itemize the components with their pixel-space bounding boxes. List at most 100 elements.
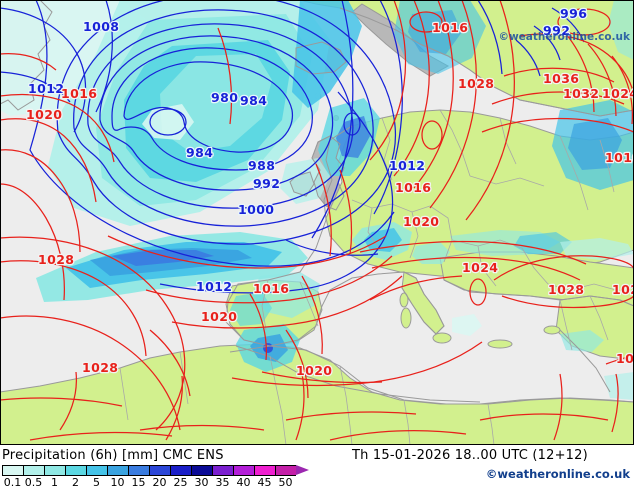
color-scale-tick-30: 30 — [194, 476, 209, 489]
isobar-label-992: 992 — [253, 176, 280, 191]
precip-iberia-west — [230, 292, 272, 326]
color-swatch-5 — [86, 465, 107, 476]
isobar-1020-scand — [393, 0, 430, 177]
isobar-label-1020: 1020 — [26, 107, 62, 122]
land-sardinia — [400, 307, 412, 329]
coast-med-north — [401, 271, 445, 335]
color-scale-tick-35: 35 — [215, 476, 230, 489]
isobar-1012-africa — [285, 411, 417, 421]
land-cyprus — [543, 325, 561, 335]
land-sicily — [432, 332, 452, 344]
isobar-italy-1 — [249, 293, 267, 361]
coast-greenland — [0, 0, 53, 111]
color-swatch-0.1 — [2, 465, 23, 476]
isobar-1008 — [95, 0, 113, 113]
isobar-label-1024: 1024 — [462, 260, 498, 275]
isobar-label-1028: 1028 — [38, 252, 74, 267]
coast-med-east — [443, 279, 634, 307]
footer: Precipitation (6h) [mm] CMC ENS Th 15-01… — [0, 445, 634, 490]
isobar-992 — [87, 23, 354, 209]
isobar-1016-iceland — [369, 0, 407, 161]
isobar-label-1020: 1020 — [201, 309, 237, 324]
isobar-1032-ru-b — [491, 91, 625, 105]
isobar-label-1028: 1028 — [458, 76, 494, 91]
color-scale-tick-5: 5 — [93, 476, 100, 489]
coast-iceland — [295, 41, 347, 75]
isobar-1000 — [56, 0, 396, 245]
isobar-988 — [99, 35, 334, 191]
isobar-label-1036: 1036 — [543, 71, 579, 86]
isobar-1032-ru — [465, 0, 515, 221]
isobar-label-1016: 1016 — [605, 150, 634, 165]
isobar-1036-ru-b — [503, 67, 615, 83]
isobar-1036-ru — [519, 33, 634, 132]
isobar-label-992: 992 — [543, 23, 570, 38]
isobar-1024-south — [0, 315, 181, 431]
isobar-label-1024: 1024 — [616, 351, 634, 366]
color-swatch-1 — [44, 465, 65, 476]
isobar-1028-closed-aegean — [469, 278, 487, 306]
isobar-980 — [123, 61, 294, 153]
isobar-996 — [73, 9, 374, 227]
isobar-low-far-ne — [477, 0, 503, 75]
isobar-1024-sahara — [369, 275, 463, 301]
isobar-label-988: 988 — [248, 158, 275, 173]
color-scale-tick-10: 10 — [110, 476, 125, 489]
isobar-1016-africa-t — [139, 424, 265, 431]
isobar-1020-sahara — [261, 371, 383, 384]
isobar-1028-europe — [493, 255, 634, 281]
color-swatch-25 — [170, 465, 191, 476]
isobar-1016-atl — [145, 255, 393, 304]
isobars-high — [0, 0, 634, 441]
color-swatch-45 — [254, 465, 275, 476]
isobar-label-1032: 1032 — [563, 86, 599, 101]
isobar-984 — [111, 47, 313, 171]
coast-norway — [339, 7, 634, 117]
isobar-1024-scand — [413, 0, 454, 189]
isobar-1028-scand — [429, 0, 477, 209]
color-scale-tick-0.5: 0.5 — [24, 476, 43, 489]
isobar-label-1012: 1012 — [28, 81, 64, 96]
isobar-africa-v3 — [295, 373, 305, 441]
precip-turkey-light — [560, 238, 634, 260]
land-crete — [487, 339, 513, 349]
color-scale-arrow — [296, 465, 309, 475]
isobar-sahara-1 — [29, 431, 173, 441]
weather-map[interactable]: 996 992 1016 1008 980 984 1012 1016 1020 984 988 99… — [0, 0, 634, 445]
isobar-africa-v5 — [611, 373, 619, 433]
color-scale-tick-50: 50 — [278, 476, 293, 489]
isobar-label-1016: 1016 — [395, 180, 431, 195]
isobar-1028-closed-europe — [421, 120, 443, 150]
coast-africa-med — [235, 345, 481, 403]
isobar-africa-v2 — [165, 375, 183, 441]
color-swatch-0.5 — [23, 465, 44, 476]
precip-aegean — [452, 314, 482, 336]
isobar-1028-ru — [481, 117, 634, 133]
isobar-label-1020: 1020 — [296, 363, 332, 378]
isobar-1004 — [29, 0, 395, 267]
isobar-label-996: 996 — [560, 6, 587, 21]
precip-arabia-light — [604, 372, 634, 400]
isobars-low — [0, 0, 585, 294]
isobar-992-scand — [533, 25, 561, 61]
isobar-1036-core — [557, 8, 611, 36]
isobar-tunisia — [301, 275, 323, 355]
color-scale-tick-20: 20 — [152, 476, 167, 489]
color-swatch-2 — [65, 465, 86, 476]
color-scale-tick-2: 2 — [72, 476, 79, 489]
isobar-1024-ru-f — [587, 43, 617, 117]
isobar-1020-iberia — [171, 275, 403, 329]
isobar-1016-africa-s — [0, 397, 123, 407]
isobar-1012-b — [311, 0, 354, 239]
isobar-label-1020: 1020 — [612, 282, 634, 297]
color-scale-tick-15: 15 — [131, 476, 146, 489]
isobar-label-1012: 1012 — [196, 279, 232, 294]
isobar-1028-nw — [0, 183, 65, 301]
isobar-label-980: 980 — [211, 90, 238, 105]
isobar-1020-nw — [0, 118, 97, 203]
color-scale-labels: 0.1 0.5 1 2 5 10 15 20 25 30 35 40 45 50 — [0, 476, 320, 489]
isobar-label-1028: 1028 — [548, 282, 584, 297]
color-swatch-20 — [149, 465, 170, 476]
